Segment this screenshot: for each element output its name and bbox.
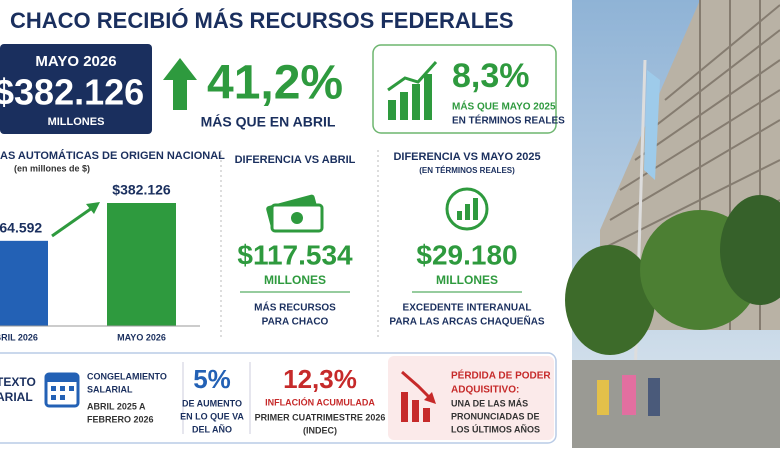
diff-april-amount: $117.534 <box>237 239 353 270</box>
highlight-box <box>0 44 152 134</box>
growth-icon <box>387 60 438 120</box>
growth-value: 41,2% <box>207 57 343 110</box>
raise-line3: DEL AÑO <box>192 424 232 434</box>
diff-may-line2: PARA LAS ARCAS CHAQUEÑAS <box>389 315 545 328</box>
inflation-line1: PRIMER CUATRIMESTRE 2026 <box>255 412 386 422</box>
x-tick-label: ABRIL 2026 <box>0 332 38 342</box>
real-value: 8,3% <box>452 57 530 95</box>
calendar-icon <box>44 372 80 408</box>
loss-icon <box>401 370 436 422</box>
loss-line3: LOS ÚLTIMOS AÑOS <box>451 423 540 434</box>
title: CHACO RECIBIÓ MÁS RECURSOS FEDERALES <box>10 8 514 33</box>
highlight-unit: MILLONES <box>48 116 105 128</box>
diff-may-unit: MILLONES <box>436 273 498 287</box>
inflation-value: 12,3% <box>283 364 357 394</box>
raise-value: 5% <box>193 364 231 394</box>
bar <box>0 240 48 326</box>
diff-april-line1: MÁS RECURSOS <box>254 301 336 314</box>
bar <box>107 203 176 326</box>
context-label2: ARIAL <box>0 390 33 404</box>
chart-icon <box>445 187 489 231</box>
diff-april-unit: MILLONES <box>264 273 326 287</box>
diff-april-line2: PARA CHACO <box>262 317 329 328</box>
real-line2: EN TÉRMINOS REALES <box>452 114 565 127</box>
inflation-line2: (INDEC) <box>303 425 337 435</box>
loss-line2: PRONUNCIADAS DE <box>451 411 540 421</box>
loss-line1: UNA DE LAS MÁS <box>451 398 528 408</box>
freeze-line1: ABRIL 2025 A <box>87 401 146 411</box>
diff-may-subtitle: (EN TÉRMINOS REALES) <box>419 166 515 175</box>
context-label1: TEXTO <box>0 375 36 389</box>
chart-subtitle: (en millones de $) <box>14 163 90 173</box>
freeze-title1: CONGELAMIENTO <box>87 371 167 381</box>
raise-line2: EN LO QUE VA <box>180 411 244 421</box>
freeze-title2: SALARIAL <box>87 384 133 394</box>
diff-april-title: DIFERENCIA VS ABRIL <box>235 154 356 166</box>
raise-line1: DE AUMENTO <box>182 398 242 408</box>
freeze-line2: FEBRERO 2026 <box>87 414 154 424</box>
photo <box>565 0 780 448</box>
loss-title2: ADQUISITIVO: <box>451 385 519 396</box>
up-arrow <box>163 58 197 110</box>
diff-may-amount: $29.180 <box>416 239 517 270</box>
highlight-month: MAYO 2026 <box>35 53 116 70</box>
loss-title1: PÉRDIDA DE PODER <box>451 369 551 382</box>
chart-title: AS AUTOMÁTICAS DE ORIGEN NACIONAL <box>0 149 225 162</box>
inflation-title: INFLACIÓN ACUMULADA <box>265 396 375 407</box>
chart-arrow <box>51 206 93 238</box>
bar-chart: $264.592 ABRIL 2026 $382.126 MAYO 2026 <box>0 182 176 342</box>
bar-value-label: $264.592 <box>0 220 42 236</box>
real-line1: MÁS QUE MAYO 2025 <box>452 100 556 113</box>
diff-may-title: DIFERENCIA VS MAYO 2025 <box>393 151 540 163</box>
bar-value-label: $382.126 <box>112 182 171 198</box>
highlight-amount: $382.126 <box>0 72 144 113</box>
growth-caption: MÁS QUE EN ABRIL <box>201 114 336 130</box>
money-icon <box>266 194 324 233</box>
x-tick-label: MAYO 2026 <box>117 332 166 342</box>
diff-may-line1: EXCEDENTE INTERANUAL <box>403 303 532 314</box>
chart-arrowhead <box>86 202 100 214</box>
